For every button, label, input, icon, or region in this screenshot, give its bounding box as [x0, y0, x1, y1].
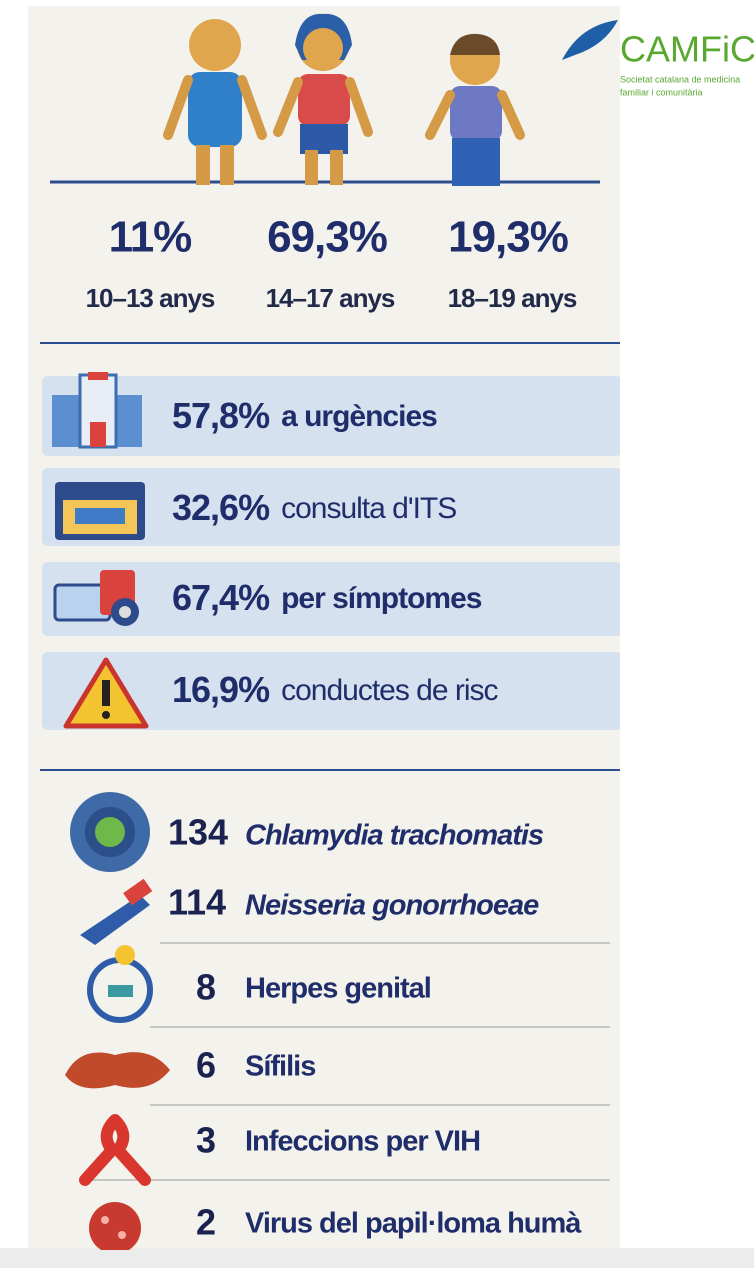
- infection-count: 6: [196, 1045, 216, 1086]
- age-label: 14–17 anys: [266, 283, 395, 313]
- age-percent: 19,3%: [448, 213, 568, 262]
- reason-text: 16,9% conductes de risc: [172, 669, 499, 710]
- reason-percent: 57,8%: [172, 395, 270, 436]
- logo-name: CAMFiC: [620, 29, 754, 70]
- reason-label: a urgències: [281, 400, 437, 433]
- infection-name: Virus del papil·loma humà: [245, 1208, 582, 1240]
- reason-text: 57,8% a urgències: [172, 395, 437, 436]
- reason-percent: 67,4%: [172, 577, 270, 618]
- age-label: 10–13 anys: [86, 283, 215, 313]
- infection-count: 3: [196, 1120, 216, 1161]
- infection-name: Herpes genital: [245, 973, 431, 1005]
- infection-name: Sífilis: [245, 1051, 315, 1083]
- virus-icon: [89, 1202, 141, 1254]
- reason-label: conductes de risc: [281, 674, 498, 707]
- syphilis-icon: [65, 1052, 170, 1088]
- clinic-icon: [55, 482, 145, 540]
- reason-label: per símptomes: [281, 582, 482, 615]
- infection-count: 134: [168, 812, 228, 853]
- logo-subtitle: familiar i comunitària: [620, 87, 703, 97]
- reason-text: 32,6% consulta d'ITS: [172, 487, 456, 528]
- reason-label: consulta d'ITS: [281, 492, 456, 525]
- infection-name: Neisseria gonorrhoeae: [245, 890, 539, 922]
- infographic: CAMFiC Societat catalana de medicina fam…: [0, 0, 754, 1268]
- infection-count: 2: [196, 1202, 216, 1243]
- age-percent: 11%: [109, 213, 192, 262]
- age-percent: 69,3%: [267, 213, 387, 262]
- logo-subtitle: Societat catalana de medicina: [620, 74, 740, 84]
- infection-count: 8: [196, 967, 216, 1008]
- infection-count: 114: [168, 882, 226, 923]
- infection-name: Chlamydia trachomatis: [245, 820, 544, 852]
- reason-percent: 16,9%: [172, 669, 270, 710]
- reason-text: 67,4% per símptomes: [172, 577, 482, 618]
- page: CAMFiC Societat catalana de medicina fam…: [0, 0, 754, 1268]
- bacteria-icon: [70, 792, 150, 872]
- bottom-strip: [0, 1248, 754, 1268]
- age-label: 18–19 anys: [448, 283, 577, 313]
- reason-percent: 32,6%: [172, 487, 270, 528]
- infection-name: Infeccions per VIH: [245, 1126, 480, 1158]
